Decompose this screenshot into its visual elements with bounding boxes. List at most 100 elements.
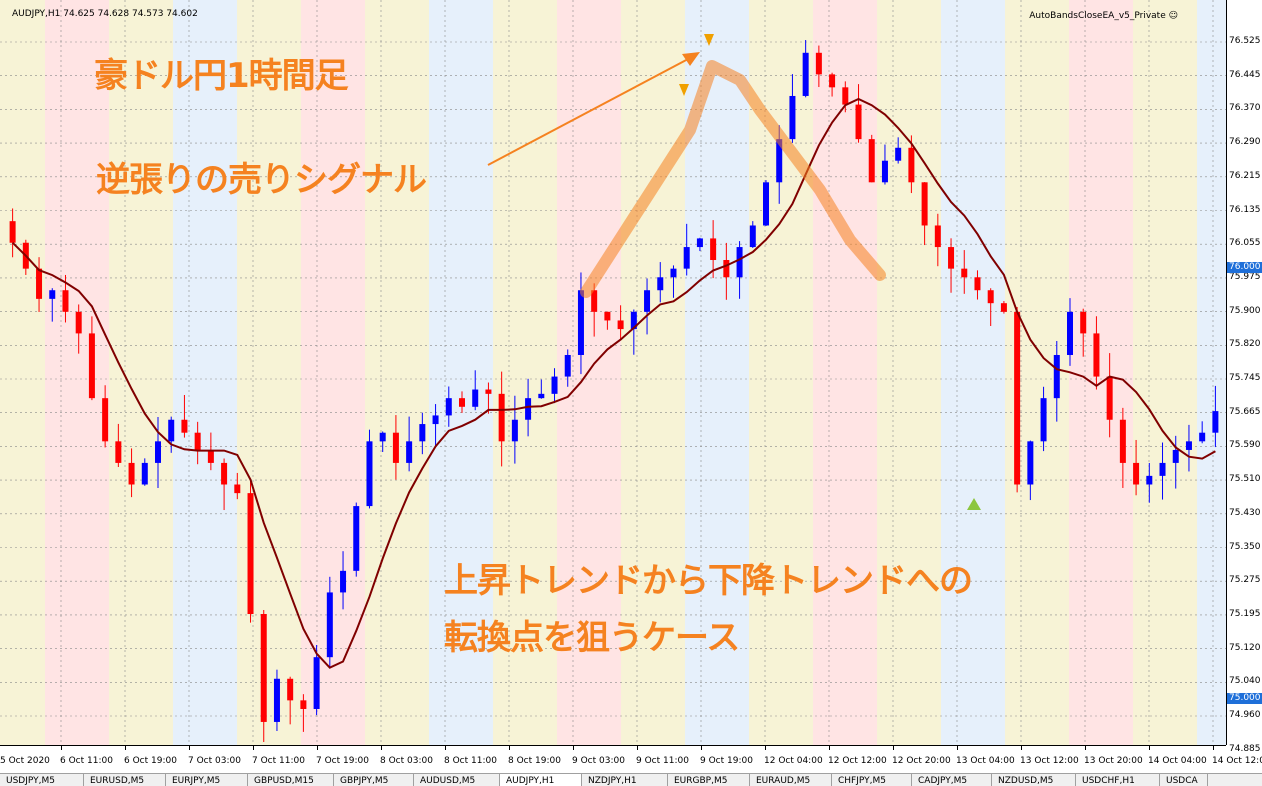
candle-body (1040, 398, 1047, 442)
level-price-tag: 75.000 (1227, 693, 1262, 704)
price-label: 75.590 (1229, 440, 1261, 451)
candle-body (987, 290, 994, 304)
chart-tab-bar: USDJPY,M5 EURUSD,M5 EURJPY,M5 GBPUSD,M15 GBP… (0, 773, 1262, 786)
price-label: 75.900 (1229, 305, 1261, 316)
session-band (0, 0, 45, 745)
chart-tab[interactable]: AUDUSD,M5 (414, 774, 500, 786)
time-label: 8 Oct 19:00 (508, 756, 561, 766)
price-axis[interactable]: 76.525 76.445 76.370 76.290 76.215 76.135 76.0… (1226, 0, 1262, 754)
chart-tab[interactable]: CHFJPY,M5 (832, 774, 912, 786)
candle-body (1212, 411, 1219, 433)
time-tick (1021, 746, 1022, 750)
candle-body (88, 333, 95, 399)
candle-body (604, 311, 611, 321)
price-label: 75.040 (1229, 676, 1261, 687)
time-label: 9 Oct 03:00 (572, 756, 625, 766)
chart-tab[interactable]: USDJPY,M5 (0, 774, 84, 786)
chart-tab[interactable]: EURAUD,M5 (750, 774, 832, 786)
buy-signal-arrow-icon (967, 498, 981, 510)
candle-body (789, 95, 796, 140)
chart-tab[interactable]: CADJPY,M5 (912, 774, 992, 786)
time-tick (765, 746, 766, 750)
candle-body (102, 398, 109, 442)
time-tick (829, 746, 830, 750)
candle-body (498, 393, 505, 442)
time-label: 7 Oct 03:00 (188, 756, 241, 766)
price-label: 76.215 (1229, 170, 1261, 181)
candle-body (287, 678, 294, 701)
time-label: 12 Oct 12:00 (828, 756, 887, 766)
annotation-arrow-head (682, 52, 700, 66)
time-tick (253, 746, 254, 750)
candle-body (273, 678, 280, 722)
candle-body (776, 139, 783, 183)
candle-body (630, 311, 637, 330)
candle-body (908, 147, 915, 183)
sell-signal-arrow-icon (704, 34, 714, 46)
candle-body (128, 462, 135, 485)
candle-body (591, 290, 598, 312)
time-label: 9 Oct 19:00 (700, 756, 753, 766)
candle-body (868, 139, 875, 183)
candle-body (1053, 354, 1060, 399)
chart-canvas[interactable] (0, 0, 1226, 745)
candle-body (710, 238, 717, 261)
price-label: 76.370 (1229, 103, 1261, 114)
time-tick (1149, 746, 1150, 750)
candle-body (934, 225, 941, 248)
chart-tab[interactable]: USDCA (1160, 774, 1208, 786)
time-label: 13 Oct 20:00 (1084, 756, 1143, 766)
price-label: 76.445 (1229, 69, 1261, 80)
sell-signal-arrow-icon (679, 84, 689, 96)
candle-body (300, 700, 307, 709)
chart-area[interactable]: AUDJPY,H1 74.625 74.628 74.573 74.602 Au… (0, 0, 1226, 745)
session-band (45, 0, 109, 745)
chart-tab[interactable]: GBPUSD,M15 (248, 774, 334, 786)
time-label: 6 Oct 11:00 (60, 756, 113, 766)
price-label: 75.665 (1229, 406, 1261, 417)
candle-body (895, 147, 902, 161)
candle-body (260, 614, 267, 722)
candle-body (9, 221, 16, 243)
chart-tab[interactable]: NZDUSD,M5 (992, 774, 1076, 786)
time-tick (445, 746, 446, 750)
candle-body (1199, 432, 1206, 442)
candle-body (948, 247, 955, 269)
candle-body (221, 462, 228, 485)
chart-tab[interactable]: GBPJPY,M5 (334, 774, 414, 786)
price-label: 76.055 (1229, 238, 1261, 249)
candle-body (75, 311, 82, 334)
time-label: 7 Oct 11:00 (252, 756, 305, 766)
candle-body (525, 398, 532, 420)
session-band (493, 0, 557, 745)
session-band (365, 0, 429, 745)
chart-tab[interactable]: NZDJPY,H1 (582, 774, 668, 786)
chart-tab[interactable]: EURUSD,M5 (84, 774, 166, 786)
chart-tab[interactable]: EURJPY,M5 (166, 774, 248, 786)
price-label: 75.745 (1229, 373, 1261, 383)
time-axis[interactable]: 5 Oct 2020 6 Oct 11:00 6 Oct 19:00 7 Oct 03… (0, 745, 1262, 774)
candle-body (921, 182, 928, 226)
candle-body (1119, 419, 1126, 463)
candle-body (313, 657, 320, 709)
time-tick (125, 746, 126, 750)
session-band (1197, 0, 1226, 745)
time-tick (701, 746, 702, 750)
time-label: 12 Oct 04:00 (764, 756, 823, 766)
time-tick (573, 746, 574, 750)
chart-tab[interactable]: EURGBP,M5 (668, 774, 750, 786)
chart-tab[interactable]: AUDJPY,H1 (500, 774, 582, 786)
candle-body (366, 441, 373, 507)
price-label: 76.290 (1229, 137, 1261, 148)
session-band (173, 0, 237, 745)
session-band (941, 0, 1005, 745)
session-band (621, 0, 685, 745)
time-tick (893, 746, 894, 750)
candle-body (644, 290, 651, 312)
chart-tab[interactable]: USDCHF,H1 (1076, 774, 1160, 786)
price-label: 75.350 (1229, 541, 1261, 552)
session-band (813, 0, 877, 745)
price-label: 74.960 (1229, 710, 1261, 720)
candle-body (392, 432, 399, 463)
price-label: 75.430 (1229, 507, 1261, 518)
